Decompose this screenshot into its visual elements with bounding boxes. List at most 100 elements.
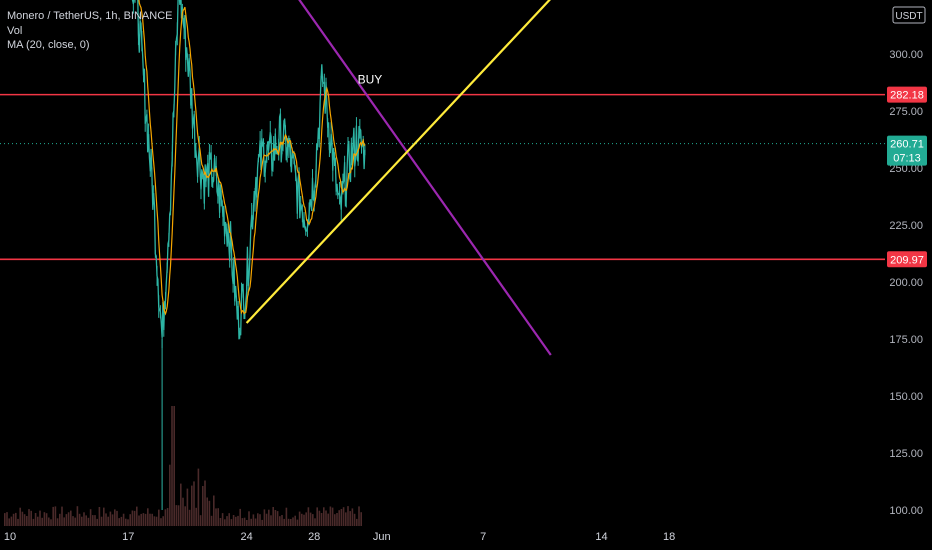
volume-bar xyxy=(334,514,336,526)
volume-bar xyxy=(19,507,21,526)
price-tag: 282.18 xyxy=(887,86,927,103)
volume-bar xyxy=(294,515,296,526)
volume-bar xyxy=(312,514,314,526)
volume-bar xyxy=(351,508,354,526)
volume-bar xyxy=(287,518,290,526)
volume-bar xyxy=(43,512,46,526)
volume-bar xyxy=(217,508,219,526)
volume-bar xyxy=(83,512,85,526)
price-tag: 209.97 xyxy=(887,251,927,268)
volume-bar xyxy=(153,516,156,526)
volume-bar xyxy=(28,509,30,526)
current-price-label: 260.71 xyxy=(890,139,924,151)
volume-bar xyxy=(30,510,32,526)
volume-bar xyxy=(301,513,303,526)
x-tick-label: 18 xyxy=(663,531,675,543)
volume-bar xyxy=(316,507,318,526)
volume-bar xyxy=(34,513,37,526)
volume-bar xyxy=(70,510,72,526)
volume-bar xyxy=(147,508,149,526)
volume-bar xyxy=(252,514,255,526)
volume-bar xyxy=(219,518,222,526)
volume-bar xyxy=(340,509,343,526)
volume-bar xyxy=(206,497,208,526)
x-tick-label: 24 xyxy=(240,531,252,543)
volume-bar xyxy=(12,513,15,526)
volume-bar xyxy=(26,516,28,526)
volume-bar xyxy=(103,507,105,526)
volume-bar xyxy=(65,514,68,526)
volume-bar xyxy=(76,506,79,526)
volume-bar xyxy=(136,506,138,526)
horizontal-levels[interactable] xyxy=(0,0,885,261)
volume-bar xyxy=(10,516,13,526)
volume-bar xyxy=(120,516,123,526)
volume-bar xyxy=(349,511,351,526)
volume-bar xyxy=(17,518,19,526)
volume-bar xyxy=(149,513,151,526)
annotations: BUYTP1TP2TP3 xyxy=(358,73,383,87)
volume-bar xyxy=(59,513,61,526)
volume-bar xyxy=(85,515,87,526)
volume-bar xyxy=(279,516,281,526)
volume-bar xyxy=(142,513,145,526)
volume-bar xyxy=(296,519,299,526)
volume-bar xyxy=(41,517,43,526)
volume-bar xyxy=(270,515,272,526)
y-tick-label: 275.00 xyxy=(889,106,923,118)
trendline[interactable] xyxy=(245,0,889,324)
volume-bar xyxy=(125,518,127,526)
trendlines[interactable] xyxy=(10,0,889,356)
volume-bar xyxy=(87,517,90,526)
y-tick-label: 175.00 xyxy=(889,334,923,346)
volume-bar xyxy=(56,518,59,526)
time-axis[interactable]: 10 17 24 28 Jun 7 14 18 xyxy=(4,531,675,543)
volume-bar xyxy=(155,516,158,526)
currency-badge[interactable]: USDT xyxy=(892,6,926,24)
volume-bar xyxy=(193,481,195,526)
volume-bar xyxy=(111,514,114,526)
volume-bar xyxy=(171,406,173,526)
symbol-title[interactable]: Monero / TetherUS, 1h, BINANCE xyxy=(7,10,173,22)
price-tag-label: 209.97 xyxy=(890,254,924,266)
volume-bar xyxy=(32,518,35,526)
ma-indicator-label[interactable]: MA (20, close, 0) xyxy=(7,39,90,51)
volume-bar xyxy=(210,515,213,526)
volume-bar xyxy=(118,518,120,526)
volume-bar xyxy=(105,513,107,526)
volume-bar xyxy=(177,505,180,526)
volume-bar xyxy=(8,518,10,526)
volume-bar xyxy=(180,483,182,526)
price-series-layer xyxy=(131,0,366,510)
chart-legend: Monero / TetherUS, 1h, BINANCE Vol MA (2… xyxy=(7,9,172,53)
volume-bar xyxy=(54,506,57,526)
volume-bar xyxy=(204,480,206,526)
volume-bar xyxy=(39,510,41,526)
volume-bar xyxy=(226,516,228,526)
volume-bar xyxy=(4,513,6,526)
volume-bar xyxy=(228,513,230,526)
volume-bar xyxy=(133,510,136,526)
y-tick-label: 125.00 xyxy=(889,448,923,460)
price-axis[interactable]: 100.00 125.00 150.00 175.00 200.00 225.00 250.… xyxy=(889,49,923,517)
volume-bar xyxy=(263,509,266,526)
volume-bar xyxy=(6,512,8,526)
volume-bar xyxy=(224,519,226,526)
price-tag-bg xyxy=(887,86,927,103)
volume-bar xyxy=(257,513,259,526)
trendline[interactable] xyxy=(10,0,552,356)
volume-bar xyxy=(259,514,261,526)
volume-bar xyxy=(303,514,305,526)
volume-bar xyxy=(243,517,246,526)
volume-indicator-label[interactable]: Vol xyxy=(7,24,23,37)
volume-bar xyxy=(107,516,109,526)
volume-bar xyxy=(50,519,52,526)
currency-label: USDT xyxy=(895,11,922,22)
volume-bar xyxy=(131,510,134,526)
volume-bar xyxy=(166,508,169,526)
volume-bar xyxy=(254,518,257,526)
ma-line xyxy=(138,0,366,316)
volume-bar xyxy=(309,512,312,526)
current-price-tag: 260.71 07:13 xyxy=(887,135,927,166)
